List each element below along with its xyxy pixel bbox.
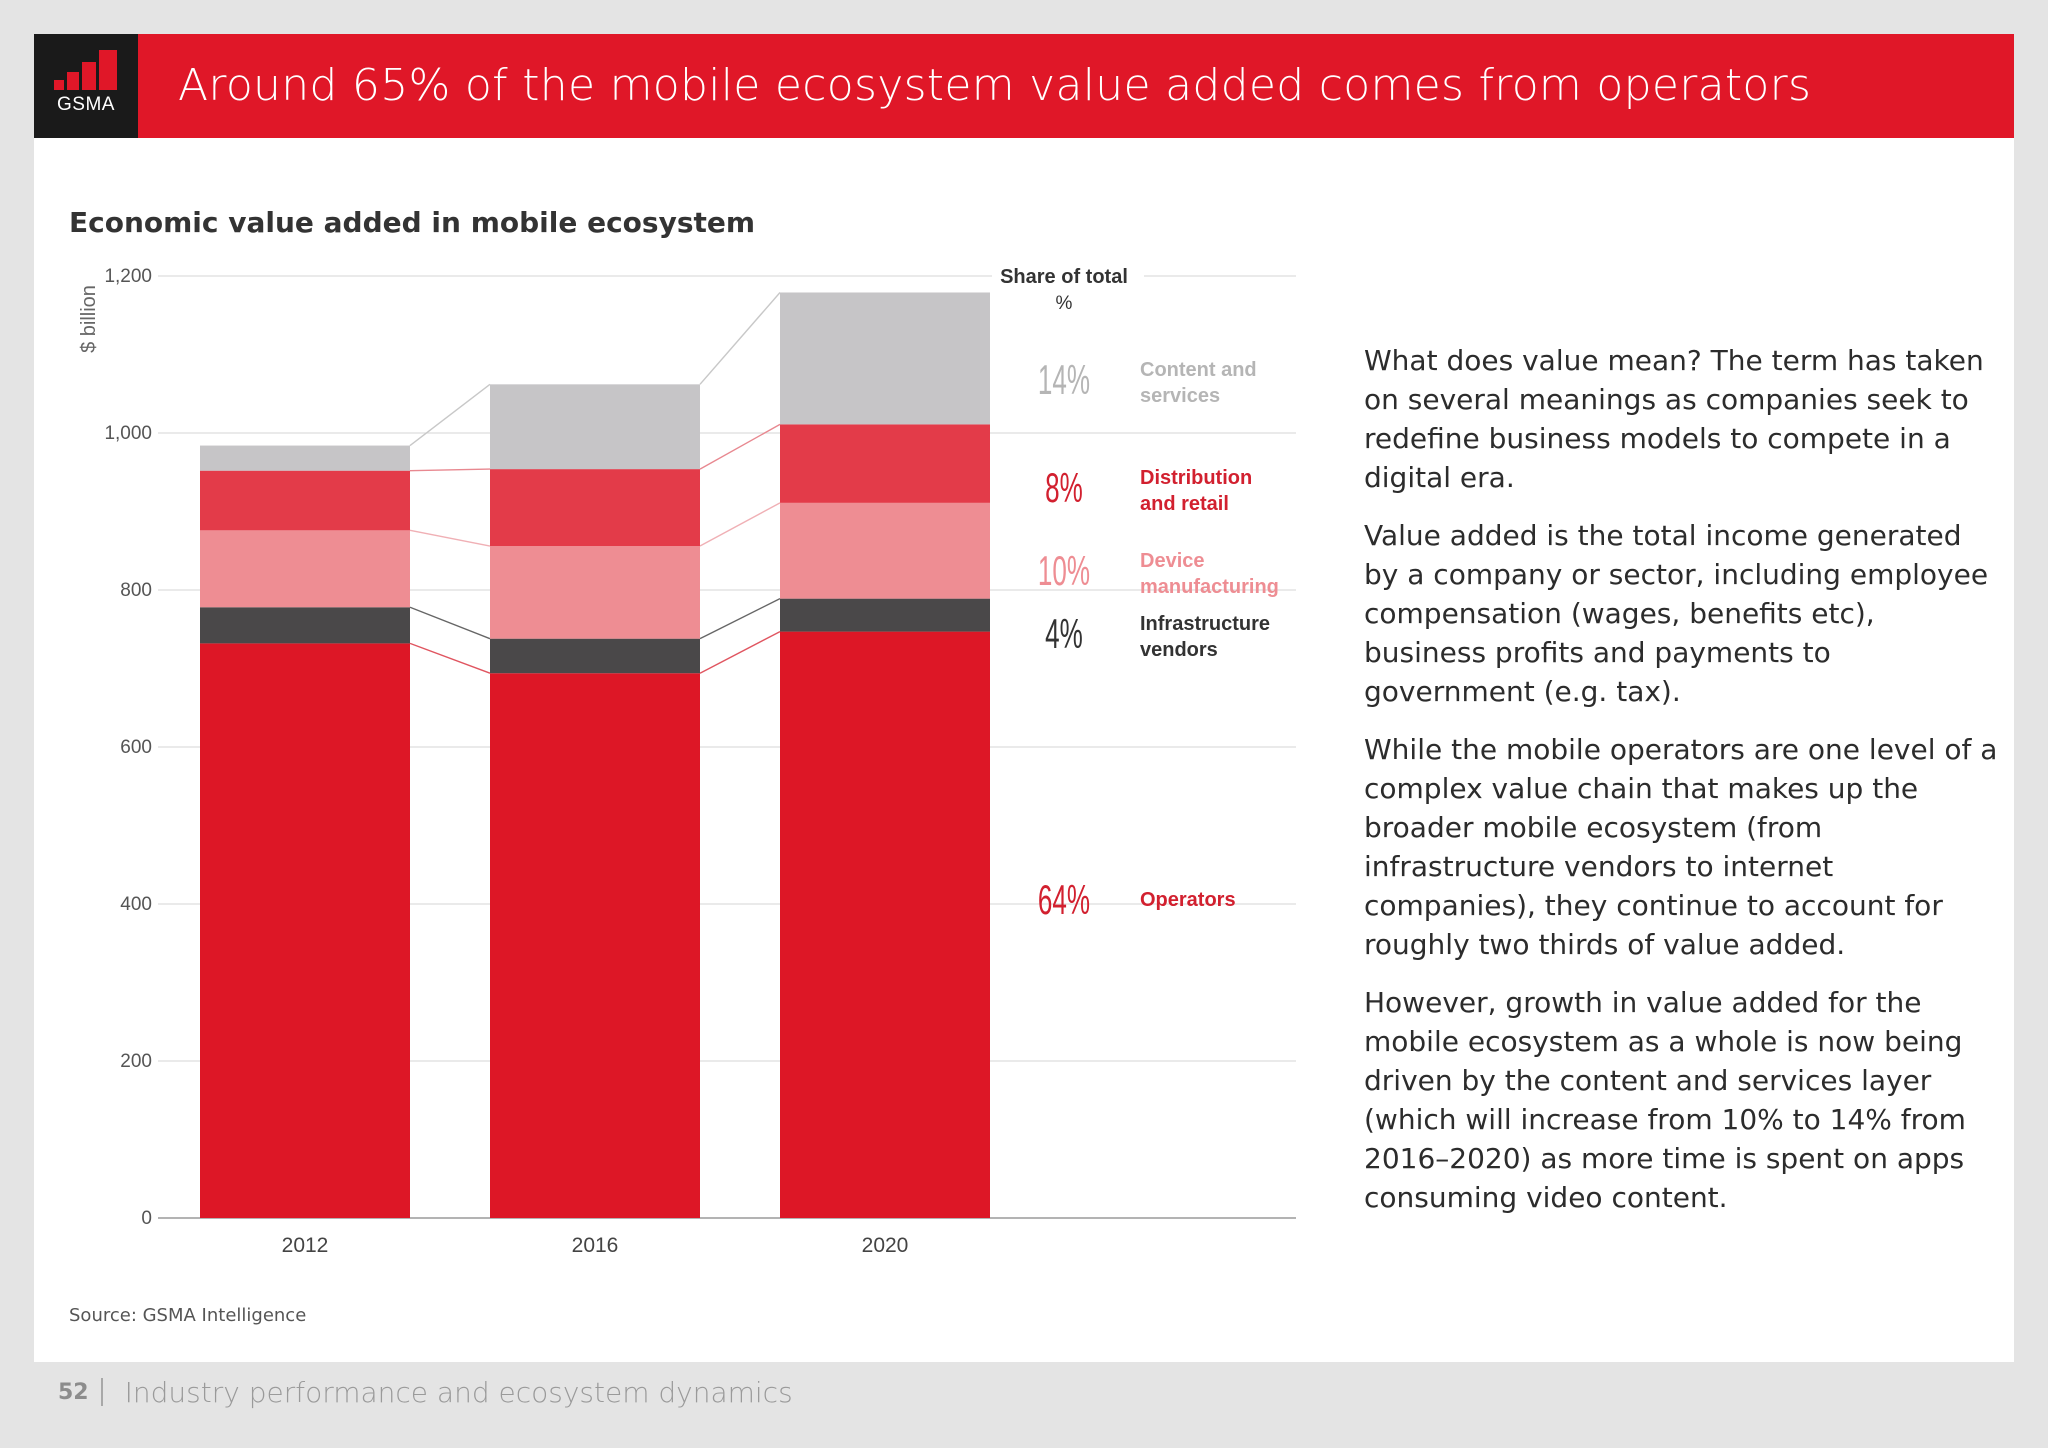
y-tick-label: 400 [120, 894, 152, 915]
y-tick-label: 0 [141, 1208, 152, 1229]
share-unit: % [1056, 293, 1073, 314]
page-footer: 52 Industry performance and ecosystem dy… [58, 1372, 793, 1412]
footer-section-title: Industry performance and ecosystem dynam… [124, 1375, 793, 1409]
connector-line [409, 383, 491, 447]
connector-line [699, 423, 781, 470]
bar-segment [490, 638, 700, 674]
bar-segment [490, 546, 700, 639]
gsma-logo: GSMA [34, 34, 138, 138]
y-axis-label: $ billion [78, 285, 100, 353]
series-label: services [1140, 385, 1220, 407]
y-tick-label: 200 [120, 1051, 152, 1072]
chart-title: Economic value added in mobile ecosystem [69, 206, 756, 239]
share-value: 8% [1045, 465, 1083, 512]
connector-line [699, 502, 781, 547]
bar-segment [780, 598, 990, 632]
bar-segment [490, 673, 700, 1218]
bar-segment [200, 470, 410, 531]
series-label: Distribution [1140, 467, 1252, 489]
connector-line [409, 606, 491, 640]
share-value: 10% [1038, 548, 1090, 595]
connector-line [699, 630, 781, 674]
bar-segment [200, 530, 410, 608]
bar-segment [780, 502, 990, 599]
connector-line [699, 292, 781, 385]
series-label: vendors [1140, 639, 1218, 661]
share-header: Share of total [1000, 266, 1128, 288]
bar-segment [200, 607, 410, 644]
bar-segment [200, 445, 410, 471]
source-note: Source: GSMA Intelligence [69, 1305, 307, 1326]
y-tick-label: 600 [120, 737, 152, 758]
page-title: Around 65% of the mobile ecosystem value… [178, 60, 1812, 111]
bar-segment [490, 469, 700, 547]
y-tick-label: 1,200 [104, 266, 152, 287]
bar-segment [780, 292, 990, 425]
series-label: Operators [1140, 889, 1236, 911]
connector-line [409, 642, 491, 674]
logo-bars-icon [54, 50, 117, 90]
connector-line [409, 468, 491, 472]
header-banner: GSMA Around 65% of the mobile ecosystem … [34, 34, 2014, 138]
share-value: 14% [1038, 357, 1090, 404]
body-text: What does value mean? The term has taken… [1364, 341, 2004, 1236]
x-tick-label: 2020 [862, 1234, 909, 1257]
share-value: 64% [1038, 877, 1090, 924]
body-paragraph: However, growth in value added for the m… [1364, 986, 1966, 1214]
bar-segment [490, 384, 700, 470]
logo-text: GSMA [57, 94, 115, 115]
x-tick-label: 2012 [282, 1234, 329, 1257]
bar-segment [200, 643, 410, 1218]
body-paragraph: While the mobile operators are one level… [1364, 733, 1998, 961]
page-number: 52 [58, 1379, 89, 1405]
stacked-bar-chart: 0 200 400 600 800 1,000 1,200$ billion 2012 2016… [78, 266, 1296, 1257]
series-label: and retail [1140, 493, 1229, 515]
series-label: Device [1140, 550, 1205, 572]
bar-segment [780, 424, 990, 503]
connector-line [409, 529, 491, 547]
y-tick-label: 1,000 [104, 423, 152, 444]
series-label: Infrastructure [1140, 613, 1270, 635]
report-page: GSMA Around 65% of the mobile ecosystem … [34, 34, 2014, 1362]
series-label: manufacturing [1140, 576, 1279, 598]
footer-divider [100, 1378, 103, 1406]
body-paragraph: What does value mean? The term has taken… [1364, 344, 1984, 494]
series-label: Content and [1140, 359, 1257, 381]
share-value: 4% [1045, 611, 1083, 658]
y-tick-label: 800 [120, 580, 152, 601]
bar-segment [780, 631, 990, 1218]
body-paragraph: Value added is the total income generate… [1364, 519, 1989, 708]
x-tick-label: 2016 [572, 1234, 619, 1257]
connector-line [699, 598, 781, 640]
